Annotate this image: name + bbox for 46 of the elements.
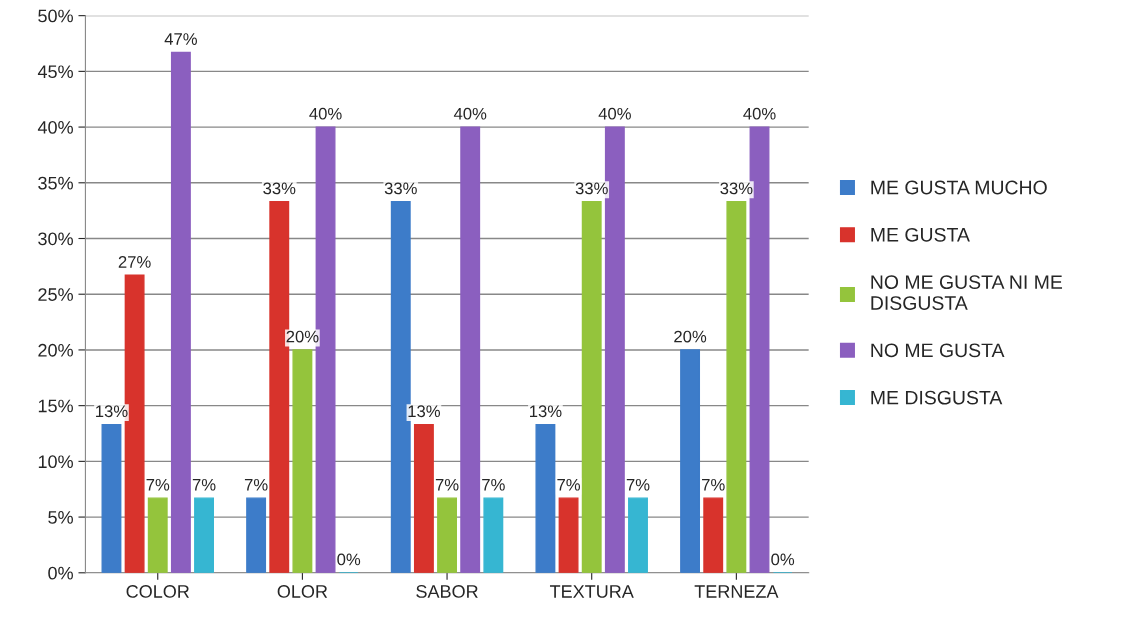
y-tick-label: 5% bbox=[48, 511, 73, 524]
y-tick-label: 30% bbox=[38, 232, 73, 246]
x-tick-label: TEXTURA bbox=[549, 585, 634, 598]
y-tick-label: 50% bbox=[38, 9, 73, 23]
y-tick-label: 20% bbox=[38, 343, 73, 357]
data-label: 13% bbox=[408, 405, 440, 418]
data-label: 40% bbox=[743, 107, 776, 120]
data-label: 7% bbox=[146, 478, 170, 491]
data-label: 47% bbox=[164, 33, 197, 45]
legend-label: ME DISGUSTA bbox=[871, 390, 1003, 405]
data-label: 13% bbox=[530, 405, 562, 418]
data-label: 0% bbox=[337, 553, 361, 566]
data-label: 40% bbox=[598, 107, 631, 120]
data-label: 20% bbox=[286, 330, 319, 343]
data-label: 7% bbox=[244, 478, 268, 491]
data-label: 7% bbox=[557, 478, 581, 491]
x-tick-label: SABOR bbox=[416, 585, 478, 598]
data-label: 7% bbox=[482, 478, 505, 491]
data-label: 40% bbox=[453, 107, 487, 120]
data-label: 0% bbox=[771, 553, 795, 566]
data-label: 27% bbox=[118, 256, 151, 268]
data-label: 7% bbox=[192, 478, 216, 491]
y-tick-label: 15% bbox=[38, 399, 73, 413]
data-label: 13% bbox=[96, 405, 128, 418]
x-tick-label: COLOR bbox=[126, 585, 190, 598]
data-label: 20% bbox=[674, 330, 707, 343]
y-tick-label: 10% bbox=[38, 455, 73, 469]
x-tick-label: OLOR bbox=[277, 585, 328, 598]
legend-label: NO ME GUSTA bbox=[871, 343, 1005, 358]
legend-label: ME GUSTA bbox=[871, 227, 970, 242]
data-label: 40% bbox=[309, 107, 342, 120]
y-tick-label: 35% bbox=[38, 176, 73, 190]
y-tick-label: 40% bbox=[37, 121, 73, 134]
data-label: 33% bbox=[575, 182, 608, 195]
legend-label: NO ME GUSTA NI ME DISGUSTA bbox=[871, 275, 1063, 310]
legend-label: ME GUSTA MUCHO bbox=[871, 180, 1047, 195]
data-label: 7% bbox=[702, 478, 725, 491]
y-tick-label: 0% bbox=[48, 566, 73, 580]
y-tick-label: 45% bbox=[37, 65, 73, 79]
data-label: 33% bbox=[384, 182, 417, 195]
y-tick-label: 25% bbox=[38, 288, 73, 301]
data-label: 33% bbox=[720, 182, 753, 195]
data-label: 7% bbox=[435, 478, 459, 491]
data-label: 7% bbox=[626, 478, 650, 491]
x-tick-label: TERNEZA bbox=[694, 585, 779, 598]
data-label: 33% bbox=[263, 182, 296, 195]
